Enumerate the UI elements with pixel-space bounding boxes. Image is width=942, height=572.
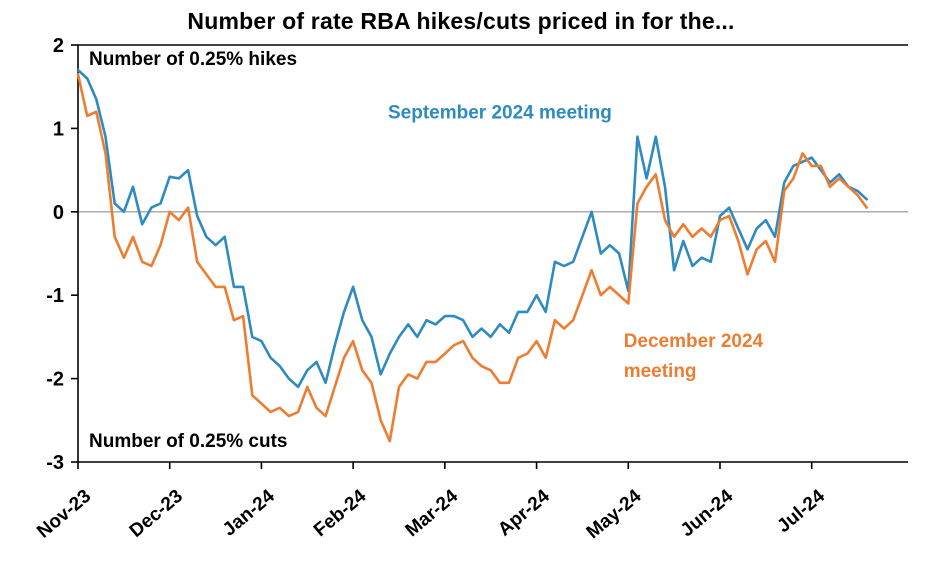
x-tick-label: Jul-24 — [773, 485, 829, 537]
x-tick-label: Mar-24 — [402, 485, 463, 541]
x-tick-label: Apr-24 — [494, 485, 554, 540]
annotation-hikes-label: Number of 0.25% hikes — [89, 49, 297, 70]
annotation-cuts-label: Number of 0.25% cuts — [89, 431, 288, 452]
x-tick-label: Jan-24 — [219, 485, 279, 540]
y-tick-label: -1 — [46, 285, 64, 307]
annotation-december-series-label-line1: December 2024 — [624, 331, 764, 352]
y-tick-label: 1 — [53, 118, 64, 140]
x-tick-label: Nov-23 — [33, 486, 95, 543]
x-tick-label: Dec-23 — [126, 486, 187, 542]
x-tick-label: Jun-24 — [677, 485, 738, 541]
y-tick-label: 0 — [53, 202, 64, 224]
x-tick-label: Feb-24 — [310, 485, 371, 541]
september-2024-series-line — [76, 68, 869, 389]
chart-title: Number of rate RBA hikes/cuts priced in … — [187, 8, 735, 34]
annotation-december-series-label-line2: meeting — [624, 361, 697, 382]
y-tick-label: 2 — [53, 35, 64, 57]
y-tick-label: -2 — [46, 369, 64, 391]
x-tick-label: May-24 — [583, 485, 646, 543]
december-2024-series-line — [76, 72, 869, 443]
y-tick-label: -3 — [46, 452, 64, 474]
annotation-september-series-label: September 2024 meeting — [388, 102, 612, 123]
